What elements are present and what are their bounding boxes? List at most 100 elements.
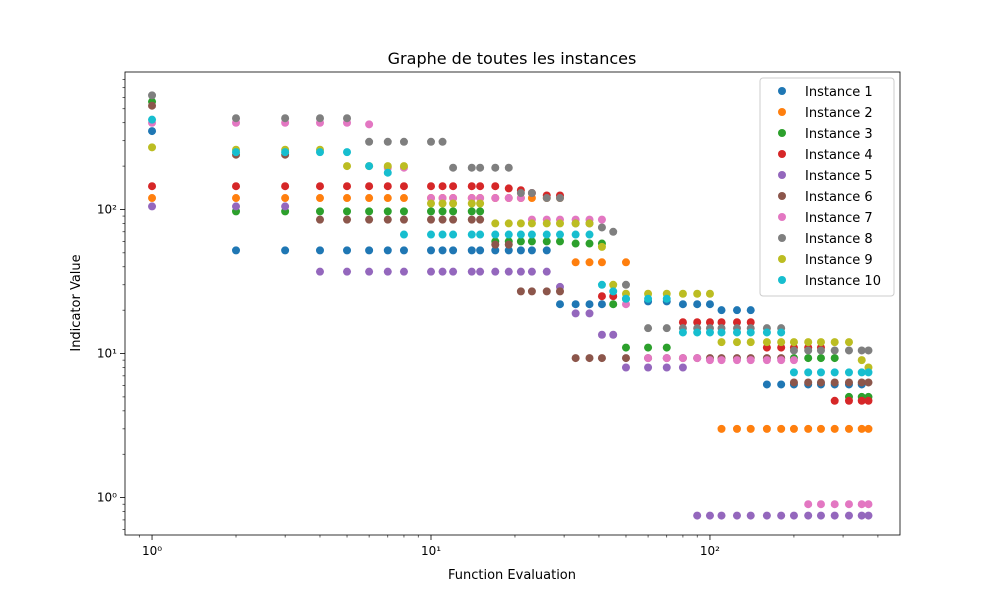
point-s8-8 — [427, 137, 435, 146]
point-s8-9 — [438, 137, 447, 146]
point-s7-29 — [732, 356, 741, 365]
point-s9-9 — [438, 199, 447, 208]
point-s8-34 — [789, 346, 798, 355]
point-s10-6 — [383, 168, 392, 177]
point-s8-40 — [864, 346, 873, 355]
point-s9-4 — [343, 162, 352, 171]
point-s6-18 — [555, 287, 564, 296]
x-tick-label: 10¹ — [421, 544, 441, 558]
point-s2-30 — [816, 424, 825, 433]
point-s9-38 — [844, 338, 853, 347]
point-s8-2 — [281, 114, 290, 123]
point-s5-21 — [597, 330, 606, 339]
point-s7-35 — [816, 500, 825, 509]
point-s7-14 — [504, 194, 513, 203]
legend-marker-6 — [778, 192, 786, 200]
legend-marker-8 — [778, 234, 786, 242]
point-s7-36 — [830, 500, 839, 509]
point-s4-13 — [491, 182, 500, 191]
point-s6-15 — [516, 287, 525, 296]
point-s10-13 — [491, 230, 500, 239]
point-s6-33 — [789, 378, 798, 387]
legend-label-5: Instance 5 — [805, 169, 873, 184]
point-s5-30 — [732, 511, 741, 520]
point-s4-32 — [830, 396, 839, 405]
point-s6-34 — [804, 378, 813, 387]
point-s6-37 — [844, 378, 853, 387]
point-s3-29 — [830, 354, 839, 363]
x-tick-label: 10² — [700, 544, 720, 558]
point-s5-2 — [281, 202, 290, 211]
point-s8-21 — [597, 223, 606, 232]
point-s8-35 — [804, 346, 813, 355]
point-s1-14 — [504, 246, 513, 255]
point-s10-15 — [516, 230, 525, 239]
point-s4-5 — [365, 182, 374, 191]
point-s3-27 — [804, 354, 813, 363]
point-s10-0 — [148, 115, 157, 124]
point-s9-33 — [777, 338, 786, 347]
point-s10-38 — [844, 368, 853, 377]
point-s7-38 — [857, 500, 866, 509]
point-s7-39 — [864, 500, 873, 509]
point-s5-38 — [844, 511, 853, 520]
point-s10-39 — [857, 368, 866, 377]
point-s10-23 — [621, 294, 630, 303]
point-s7-33 — [789, 356, 798, 365]
point-s8-24 — [644, 324, 653, 333]
point-s5-31 — [746, 511, 755, 520]
point-s4-2 — [281, 182, 290, 191]
point-s10-32 — [762, 328, 771, 337]
point-s1-7 — [399, 246, 408, 255]
point-s5-23 — [621, 363, 630, 372]
point-s9-31 — [746, 338, 755, 347]
point-s6-14 — [504, 240, 513, 249]
point-s6-5 — [365, 215, 374, 224]
point-s2-24 — [732, 424, 741, 433]
y-tick-label: 10² — [97, 202, 117, 216]
point-s7-31 — [762, 356, 771, 365]
point-s5-28 — [705, 511, 714, 520]
point-s8-1 — [232, 114, 241, 123]
x-tick-label: 10⁰ — [142, 544, 162, 558]
point-s9-29 — [717, 338, 726, 347]
point-s2-19 — [571, 258, 580, 267]
point-s8-3 — [315, 114, 324, 123]
point-s1-26 — [693, 300, 702, 309]
point-s10-29 — [717, 328, 726, 337]
point-s4-4 — [343, 182, 352, 191]
point-s5-8 — [427, 267, 435, 276]
point-s8-15 — [516, 189, 525, 198]
legend-label-4: Instance 4 — [805, 148, 873, 163]
point-s6-3 — [315, 215, 324, 224]
point-s5-16 — [527, 267, 536, 276]
point-s2-6 — [383, 194, 392, 203]
point-s1-9 — [438, 246, 447, 255]
legend-marker-10 — [778, 276, 786, 284]
point-s5-17 — [542, 267, 551, 276]
point-s10-24 — [644, 294, 653, 303]
point-s1-11 — [467, 246, 476, 255]
point-s9-21 — [597, 242, 606, 251]
point-s7-34 — [804, 500, 813, 509]
point-s10-19 — [571, 230, 580, 239]
point-s10-25 — [662, 294, 671, 303]
point-s6-38 — [857, 378, 866, 387]
point-s8-16 — [527, 189, 536, 198]
point-s10-34 — [789, 368, 798, 377]
legend-marker-9 — [778, 255, 786, 263]
point-s3-25 — [662, 343, 671, 352]
point-s4-24 — [717, 318, 726, 327]
point-s8-0 — [148, 91, 157, 100]
point-s5-24 — [644, 363, 653, 372]
legend-label-7: Instance 7 — [805, 211, 873, 226]
point-s10-20 — [585, 230, 594, 239]
point-s9-30 — [732, 338, 741, 347]
point-s4-9 — [438, 182, 447, 191]
point-s10-1 — [232, 148, 241, 157]
point-s10-37 — [830, 368, 839, 377]
point-s9-0 — [148, 143, 157, 152]
point-s3-15 — [516, 237, 525, 246]
point-s1-21 — [597, 300, 606, 309]
